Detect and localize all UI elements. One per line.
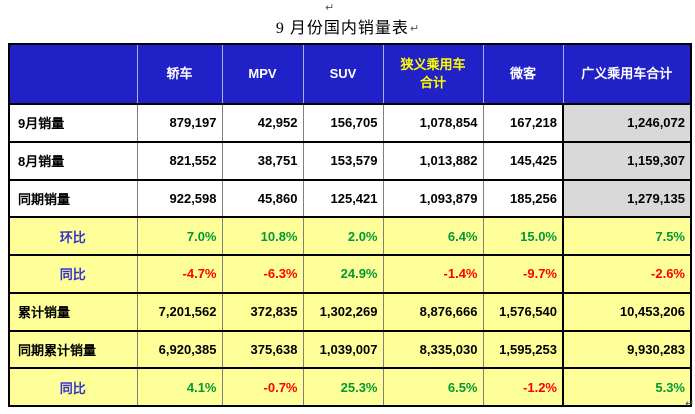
table-row: 同期销量 922,598 45,860 125,421 1,093,879 185,256…: [8, 178, 692, 219]
table-cell: 4.1%: [136, 367, 223, 407]
table-body: 9月销量 879,197 42,952 156,705 1,078,854 167,218…: [8, 103, 692, 407]
table-cell: 2.0%: [302, 216, 384, 256]
table-row: 9月销量 879,197 42,952 156,705 1,078,854 167,218…: [8, 103, 692, 143]
table-cell: 167,218: [482, 103, 564, 143]
table-cell: -1.2%: [482, 367, 564, 407]
table-cell: -1.4%: [382, 254, 484, 294]
table-cell: -2.6%: [562, 254, 692, 294]
table-cell: 45,860: [221, 178, 304, 219]
table-cell: 1,279,135: [562, 178, 692, 219]
table-cell: 1,013,882: [382, 140, 484, 181]
row-label: 9月销量: [8, 103, 138, 143]
column-header: 微客: [482, 43, 564, 105]
table-cell: 153,579: [302, 140, 384, 181]
paragraph-mark-icon: ↵: [409, 22, 420, 35]
table-cell: 7.5%: [562, 216, 692, 256]
table-cell: 9,930,283: [562, 329, 692, 370]
table-cell: 24.9%: [302, 254, 384, 294]
table-row: 同比 4.1% -0.7% 25.3% 6.5% -1.2% 5.3%: [8, 367, 692, 407]
page-title-text: 9 月份国内销量表: [275, 20, 409, 37]
row-label: 同比: [8, 254, 138, 294]
table-cell: 1,576,540: [482, 291, 564, 332]
table-cell: -9.7%: [482, 254, 564, 294]
row-label: 累计销量: [8, 291, 138, 332]
table-cell: 6,920,385: [136, 329, 223, 370]
table-row: 同比 -4.7% -6.3% 24.9% -1.4% -9.7% -2.6%: [8, 254, 692, 294]
table-cell: 8,876,666: [382, 291, 484, 332]
column-header: MPV: [221, 43, 304, 105]
table-cell: 1,078,854: [382, 103, 484, 143]
table-cell: 375,638: [221, 329, 304, 370]
table-cell: 1,039,007: [302, 329, 384, 370]
table-cell: 25.3%: [302, 367, 384, 407]
table-cell: 7,201,562: [136, 291, 223, 332]
column-header: 狭义乘用车合计: [382, 43, 484, 105]
table-cell: 156,705: [302, 103, 384, 143]
table-cell: 1,159,307: [562, 140, 692, 181]
column-header: SUV: [302, 43, 384, 105]
paragraph-mark-icon: ↵: [685, 397, 695, 410]
table-cell: 6.4%: [382, 216, 484, 256]
table-row: 环比 7.0% 10.8% 2.0% 6.4% 15.0% 7.5%: [8, 216, 692, 256]
table-row: 同期累计销量 6,920,385 375,638 1,039,007 8,335,030…: [8, 329, 692, 370]
table-cell: 7.0%: [136, 216, 223, 256]
table-cell: 125,421: [302, 178, 384, 219]
page-title: 9 月份国内销量表↵: [0, 14, 695, 38]
table-cell: 42,952: [221, 103, 304, 143]
paragraph-mark-icon: ↵: [325, 1, 335, 14]
table-cell: 1,093,879: [382, 178, 484, 219]
table-cell: -4.7%: [136, 254, 223, 294]
table-cell: 922,598: [136, 178, 223, 219]
table-cell: 372,835: [221, 291, 304, 332]
sales-table: 轿车 MPV SUV 狭义乘用车合计 微客 广义乘用车合计 9月销量 879,197 42,9…: [8, 43, 692, 407]
table-row: 8月销量 821,552 38,751 153,579 1,013,882 145,425…: [8, 140, 692, 181]
table-cell: 185,256: [482, 178, 564, 219]
table-cell: 5.3%: [562, 367, 692, 407]
table-cell: 10,453,206: [562, 291, 692, 332]
row-label: 同期累计销量: [8, 329, 138, 370]
table-cell: 10.8%: [221, 216, 304, 256]
table-cell: 1,595,253: [482, 329, 564, 370]
row-label: 同期销量: [8, 178, 138, 219]
table-cell: 145,425: [482, 140, 564, 181]
column-header: 轿车: [136, 43, 223, 105]
row-label: 同比: [8, 367, 138, 407]
row-label: 环比: [8, 216, 138, 256]
table-cell: 879,197: [136, 103, 223, 143]
table-cell: 1,246,072: [562, 103, 692, 143]
table-cell: -6.3%: [221, 254, 304, 294]
table-header-row: 轿车 MPV SUV 狭义乘用车合计 微客 广义乘用车合计: [8, 43, 692, 105]
row-label: 8月销量: [8, 140, 138, 181]
table-row: 累计销量 7,201,562 372,835 1,302,269 8,876,666 1,…: [8, 291, 692, 332]
table-cell: -0.7%: [221, 367, 304, 407]
corner-header-cell: [8, 43, 138, 105]
table-cell: 8,335,030: [382, 329, 484, 370]
table-cell: 15.0%: [482, 216, 564, 256]
table-cell: 1,302,269: [302, 291, 384, 332]
table-header: 轿车 MPV SUV 狭义乘用车合计 微客 广义乘用车合计: [8, 43, 692, 105]
column-header: 广义乘用车合计: [562, 43, 692, 105]
table-cell: 38,751: [221, 140, 304, 181]
table-cell: 6.5%: [382, 367, 484, 407]
table-cell: 821,552: [136, 140, 223, 181]
